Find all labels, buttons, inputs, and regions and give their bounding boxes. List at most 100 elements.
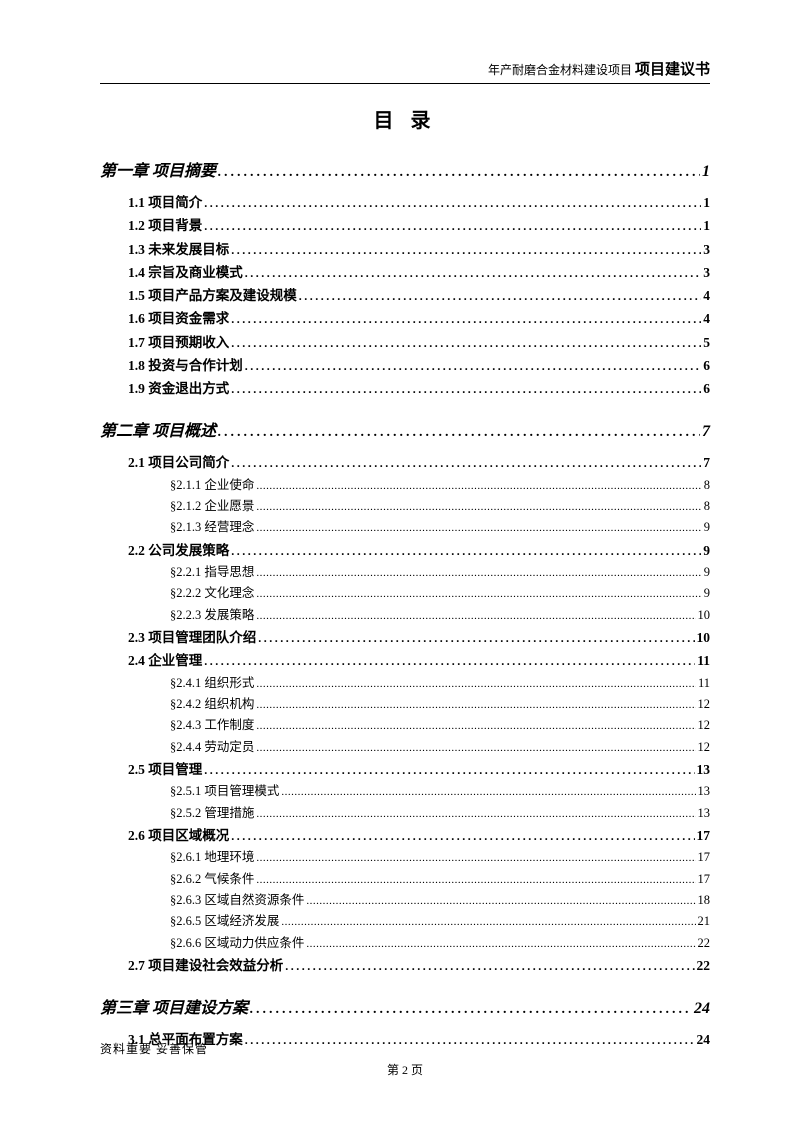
toc-page: 8 — [704, 476, 710, 495]
toc-leader: ........................................… — [256, 806, 695, 823]
toc-entry: 2.6 项目区域概况..............................… — [128, 826, 710, 846]
toc-entry: 第一章 项目摘要................................… — [100, 157, 710, 181]
toc-entry: §2.4.1 组织形式.............................… — [170, 674, 710, 693]
toc-page: 11 — [698, 674, 710, 693]
toc-leader: ........................................… — [218, 425, 700, 441]
toc-entry: §2.2.1 指导思想.............................… — [170, 563, 710, 582]
toc-entry: §2.5.2 管理措施.............................… — [170, 804, 710, 823]
toc-leader: ........................................… — [281, 914, 695, 931]
toc-leader: ........................................… — [250, 1002, 692, 1018]
page-header: 年产耐磨合金材料建设项目 项目建议书 — [100, 58, 710, 84]
toc-label: 第三章 项目建设方案 — [100, 994, 248, 1018]
toc-label: §2.4.3 工作制度 — [170, 716, 254, 735]
toc-label: §2.4.4 劳动定员 — [170, 738, 254, 757]
toc-entry: §2.6.6 区域动力供应条件.........................… — [170, 934, 710, 953]
toc-entry: 1.6 项目资金需求..............................… — [128, 309, 710, 329]
toc-page: 6 — [703, 379, 710, 399]
toc-page: 6 — [703, 356, 710, 376]
toc-page: 13 — [698, 782, 711, 801]
toc-page: 8 — [704, 497, 710, 516]
toc-page: 22 — [697, 956, 711, 976]
toc-leader: ........................................… — [256, 740, 695, 757]
toc-page: 3 — [703, 263, 710, 283]
header-subtitle: 年产耐磨合金材料建设项目 — [488, 63, 632, 77]
toc-leader: ........................................… — [231, 334, 701, 352]
toc-leader: ........................................… — [306, 893, 695, 910]
footer-page-number: 第 2 页 — [100, 1061, 710, 1078]
toc-entry: §2.4.3 工作制度.............................… — [170, 716, 710, 735]
toc-label: §2.5.1 项目管理模式 — [170, 782, 279, 801]
toc-label: 1.3 未来发展目标 — [128, 240, 229, 260]
toc-label: 2.7 项目建设社会效益分析 — [128, 956, 283, 976]
toc-page: 12 — [698, 738, 711, 757]
toc-label: 第一章 项目摘要 — [100, 157, 216, 181]
toc-page: 1 — [702, 163, 710, 181]
toc-label: §2.6.3 区域自然资源条件 — [170, 891, 304, 910]
toc-label: §2.6.6 区域动力供应条件 — [170, 934, 304, 953]
toc-entry: 1.2 项目背景................................… — [128, 216, 710, 236]
toc-leader: ........................................… — [245, 264, 702, 282]
toc-label: 第二章 项目概述 — [100, 417, 216, 441]
toc-leader: ........................................… — [204, 217, 701, 235]
toc-title: 目 录 — [100, 104, 710, 133]
toc-leader: ........................................… — [231, 241, 701, 259]
toc-page: 9 — [704, 584, 710, 603]
toc-entry: 1.7 项目预期收入..............................… — [128, 333, 710, 353]
toc-leader: ........................................… — [256, 872, 695, 889]
toc-page: 13 — [697, 760, 711, 780]
toc-label: 1.5 项目产品方案及建设规模 — [128, 286, 297, 306]
toc-page: 13 — [698, 804, 711, 823]
toc-page: 10 — [698, 606, 711, 625]
toc-page: 9 — [704, 518, 710, 537]
toc-leader: ........................................… — [256, 565, 701, 582]
toc-entry: 第二章 项目概述................................… — [100, 417, 710, 441]
toc-entry: 2.7 项目建设社会效益分析..........................… — [128, 956, 710, 976]
toc-entry: 1.1 项目简介................................… — [128, 193, 710, 213]
toc-page: 17 — [697, 826, 711, 846]
toc-page: 18 — [698, 891, 711, 910]
toc-entry: §2.1.2 企业愿景.............................… — [170, 497, 710, 516]
toc-label: 1.6 项目资金需求 — [128, 309, 229, 329]
toc-label: 2.6 项目区域概况 — [128, 826, 229, 846]
toc-leader: ........................................… — [256, 718, 695, 735]
toc-page: 17 — [698, 848, 711, 867]
toc-label: §2.2.3 发展策略 — [170, 606, 254, 625]
toc-entry: 2.4 企业管理................................… — [128, 651, 710, 671]
toc-leader: ........................................… — [285, 957, 694, 975]
toc-leader: ........................................… — [245, 357, 702, 375]
toc-entry: §2.1.1 企业使命.............................… — [170, 476, 710, 495]
toc-label: 2.3 项目管理团队介绍 — [128, 628, 256, 648]
toc-page: 24 — [694, 1000, 710, 1018]
toc-entry: 2.5 项目管理................................… — [128, 760, 710, 780]
toc-label: §2.1.3 经营理念 — [170, 518, 254, 537]
toc-label: §2.6.2 气候条件 — [170, 870, 254, 889]
toc-leader: ........................................… — [256, 697, 695, 714]
toc-leader: ........................................… — [231, 310, 701, 328]
toc-entry: 2.3 项目管理团队介绍............................… — [128, 628, 710, 648]
toc-label: §2.2.2 文化理念 — [170, 584, 254, 603]
toc-label: 2.2 公司发展策略 — [128, 541, 229, 561]
toc-label: §2.5.2 管理措施 — [170, 804, 254, 823]
toc-leader: ........................................… — [256, 676, 696, 693]
toc-page: 21 — [698, 912, 711, 931]
toc-entry: §2.6.3 区域自然资源条件.........................… — [170, 891, 710, 910]
toc-leader: ........................................… — [256, 608, 695, 625]
toc-leader: ........................................… — [231, 542, 701, 560]
toc-label: 1.4 宗旨及商业模式 — [128, 263, 243, 283]
toc-label: 2.1 项目公司简介 — [128, 453, 229, 473]
toc-entry: §2.4.2 组织机构.............................… — [170, 695, 710, 714]
toc-leader: ........................................… — [231, 380, 701, 398]
toc-label: 2.5 项目管理 — [128, 760, 202, 780]
page-footer: 资料重要 妥善保管 第 2 页 — [100, 1040, 710, 1078]
toc-page: 1 — [703, 193, 710, 213]
toc-leader: ........................................… — [256, 850, 695, 867]
toc-page: 7 — [703, 453, 710, 473]
toc-entry: §2.6.5 区域经济发展...........................… — [170, 912, 710, 931]
toc-label: 1.1 项目简介 — [128, 193, 202, 213]
toc-leader: ........................................… — [306, 936, 695, 953]
toc-page: 3 — [703, 240, 710, 260]
toc-entry: 2.1 项目公司简介..............................… — [128, 453, 710, 473]
toc-label: §2.1.2 企业愿景 — [170, 497, 254, 516]
toc-label: 1.7 项目预期收入 — [128, 333, 229, 353]
toc-label: §2.6.5 区域经济发展 — [170, 912, 279, 931]
